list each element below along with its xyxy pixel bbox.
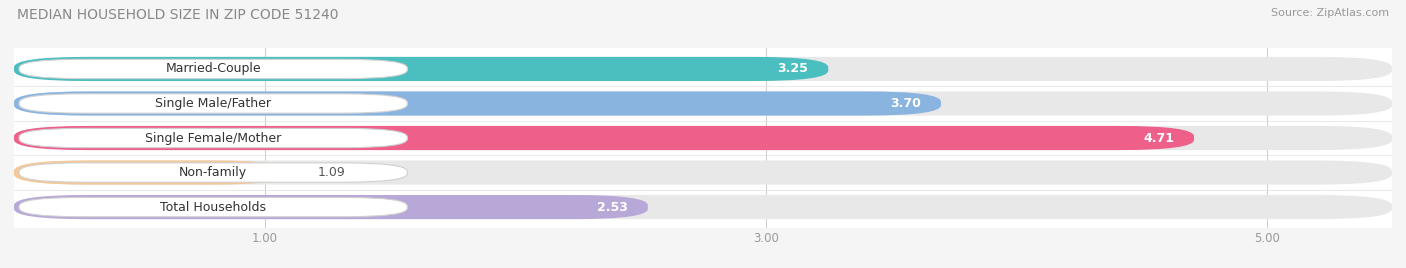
Text: 4.71: 4.71 — [1143, 132, 1174, 144]
FancyBboxPatch shape — [20, 128, 408, 148]
Text: Source: ZipAtlas.com: Source: ZipAtlas.com — [1271, 8, 1389, 18]
Text: 3.25: 3.25 — [778, 62, 808, 76]
Text: Total Households: Total Households — [160, 200, 266, 214]
FancyBboxPatch shape — [14, 126, 1194, 150]
Text: 3.70: 3.70 — [890, 97, 921, 110]
FancyBboxPatch shape — [20, 59, 408, 79]
FancyBboxPatch shape — [14, 161, 1392, 185]
FancyBboxPatch shape — [14, 161, 287, 185]
FancyBboxPatch shape — [14, 57, 1392, 81]
Text: 2.53: 2.53 — [598, 200, 628, 214]
FancyBboxPatch shape — [20, 94, 408, 113]
FancyBboxPatch shape — [14, 91, 1392, 116]
FancyBboxPatch shape — [20, 198, 408, 217]
Text: 1.09: 1.09 — [318, 166, 344, 179]
Text: MEDIAN HOUSEHOLD SIZE IN ZIP CODE 51240: MEDIAN HOUSEHOLD SIZE IN ZIP CODE 51240 — [17, 8, 339, 22]
Text: Single Male/Father: Single Male/Father — [155, 97, 271, 110]
FancyBboxPatch shape — [14, 91, 941, 116]
FancyBboxPatch shape — [20, 163, 408, 182]
FancyBboxPatch shape — [14, 126, 1392, 150]
FancyBboxPatch shape — [14, 57, 828, 81]
FancyBboxPatch shape — [14, 195, 648, 219]
Text: Non-family: Non-family — [179, 166, 247, 179]
FancyBboxPatch shape — [14, 195, 1392, 219]
Text: Single Female/Mother: Single Female/Mother — [145, 132, 281, 144]
Text: Married-Couple: Married-Couple — [166, 62, 262, 76]
